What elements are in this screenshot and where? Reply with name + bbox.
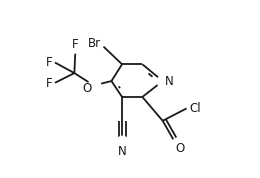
- Text: N: N: [165, 75, 174, 88]
- Text: F: F: [72, 38, 79, 51]
- Text: O: O: [83, 82, 92, 95]
- Text: O: O: [175, 142, 184, 155]
- Text: F: F: [46, 77, 52, 90]
- Text: F: F: [46, 56, 52, 69]
- Text: Br: Br: [88, 37, 101, 51]
- Text: N: N: [118, 145, 126, 158]
- Text: Cl: Cl: [189, 102, 201, 115]
